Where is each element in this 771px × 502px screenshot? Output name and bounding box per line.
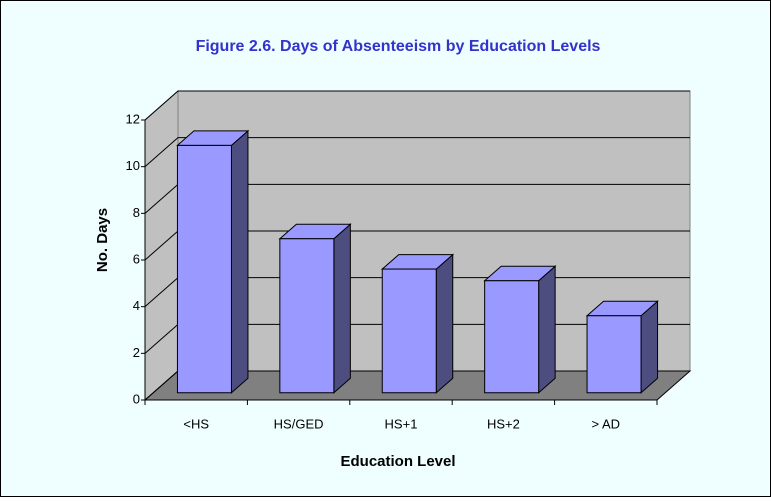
y-tick-label: 8	[133, 205, 140, 220]
y-tick-label: 4	[133, 298, 140, 313]
x-tick-label: > AD	[592, 416, 621, 431]
bar-side	[333, 223, 351, 394]
x-axis-label: Education Level	[340, 453, 455, 470]
x-tick-label: HS+1	[385, 416, 418, 431]
y-tick-label: 0	[133, 391, 140, 406]
bar-side	[538, 265, 556, 394]
y-axis-label: No. Days	[94, 208, 111, 272]
x-tick-label: HS/GED	[274, 416, 324, 431]
bar-side	[640, 300, 659, 394]
y-tick-label: 6	[133, 251, 140, 266]
y-tick-label: 12	[126, 111, 140, 126]
y-tick-label: 10	[126, 158, 140, 173]
bar	[586, 315, 642, 394]
bar-side	[435, 253, 454, 394]
bar-side	[230, 129, 249, 394]
chart-title: Figure 2.6. Days of Absenteeism by Educa…	[196, 38, 601, 55]
bar	[279, 238, 335, 394]
bar	[484, 280, 540, 394]
grid-line	[144, 137, 690, 168]
bar	[381, 268, 437, 394]
x-tick-label: <HS	[183, 416, 209, 431]
y-tick-label: 2	[133, 345, 140, 360]
bar	[176, 144, 232, 394]
grid-line	[144, 90, 690, 121]
x-tick-label: HS+2	[487, 416, 520, 431]
